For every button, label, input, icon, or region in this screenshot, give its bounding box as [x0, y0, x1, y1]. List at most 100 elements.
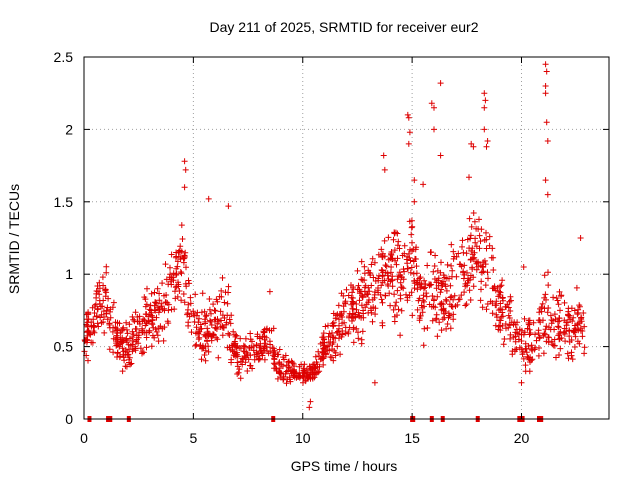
data-point [431, 104, 437, 111]
data-point [403, 291, 409, 298]
data-point [234, 363, 241, 370]
data-point [385, 234, 392, 241]
data-point [493, 302, 500, 309]
data-point [385, 256, 392, 263]
data-point [484, 301, 491, 307]
data-point [486, 233, 493, 240]
data-point [507, 293, 514, 300]
data-point [575, 327, 582, 334]
data-point [212, 307, 219, 314]
data-point [431, 126, 437, 133]
data-point [507, 308, 514, 314]
data-point [148, 343, 155, 350]
data-point [456, 296, 463, 303]
data-point [561, 317, 568, 324]
data-point [524, 353, 531, 360]
data-point [539, 300, 546, 307]
data-point [262, 340, 269, 347]
data-point [407, 269, 414, 276]
data-point [505, 312, 512, 319]
data-point [247, 330, 254, 337]
y-tick-label: 2.5 [54, 49, 74, 65]
data-point [114, 354, 120, 360]
data-point [100, 297, 107, 304]
data-point [193, 324, 200, 331]
data-point [350, 324, 357, 331]
data-point [484, 138, 491, 144]
data-point [368, 282, 375, 289]
data-point [216, 293, 223, 300]
data-point [428, 281, 435, 288]
data-point [518, 379, 525, 386]
data-point [455, 250, 462, 257]
data-point [330, 339, 337, 346]
data-point [185, 277, 192, 284]
data-point [411, 280, 418, 287]
data-point [462, 302, 469, 309]
data-point [227, 346, 234, 353]
data-point [228, 359, 235, 366]
data-point [520, 331, 527, 338]
data-point [447, 282, 454, 289]
data-point [161, 305, 168, 312]
data-point [355, 335, 362, 342]
data-point [516, 344, 523, 351]
data-point [570, 314, 577, 321]
data-point [165, 301, 172, 308]
data-point [482, 282, 489, 289]
data-point [206, 296, 213, 302]
data-point [372, 311, 379, 318]
data-points [81, 61, 588, 422]
data-point [185, 306, 191, 313]
data-point [287, 368, 294, 375]
data-point [566, 338, 573, 345]
data-point [535, 327, 542, 334]
data-point [202, 318, 209, 325]
data-point [132, 347, 139, 354]
data-point [124, 349, 131, 355]
data-point [483, 306, 490, 313]
data-point [434, 333, 441, 340]
data-point [359, 277, 366, 284]
data-point [334, 329, 341, 336]
data-point [545, 282, 552, 289]
data-point [84, 322, 91, 329]
y-axis-label: SRMTID / TECUs [6, 184, 22, 294]
data-point [380, 269, 386, 276]
data-point [417, 284, 424, 291]
data-point [481, 257, 488, 264]
data-point [569, 356, 576, 363]
data-point [198, 356, 205, 363]
data-point [369, 318, 376, 325]
data-point [201, 308, 208, 315]
data-point [145, 317, 152, 324]
data-point [553, 354, 559, 361]
data-point [522, 345, 529, 352]
data-point [361, 263, 368, 270]
data-point [342, 330, 349, 337]
data-point [398, 307, 405, 314]
data-point [508, 319, 515, 326]
data-point [329, 346, 336, 353]
data-point [215, 318, 222, 325]
data-point [408, 224, 415, 231]
data-point [552, 316, 559, 323]
data-point [94, 283, 101, 289]
data-point [439, 316, 446, 323]
data-point [508, 297, 514, 304]
data-point [240, 348, 247, 355]
data-point [481, 90, 488, 97]
data-point [244, 352, 251, 359]
data-point [146, 306, 153, 313]
data-point [163, 292, 170, 298]
data-point [469, 245, 476, 252]
data-point [151, 289, 158, 296]
data-point [497, 289, 504, 296]
data-point [314, 369, 321, 376]
data-point [197, 321, 204, 328]
data-point [389, 256, 395, 263]
data-point [288, 358, 295, 365]
data-point [193, 312, 200, 319]
x-tick-label: 10 [295, 430, 311, 446]
